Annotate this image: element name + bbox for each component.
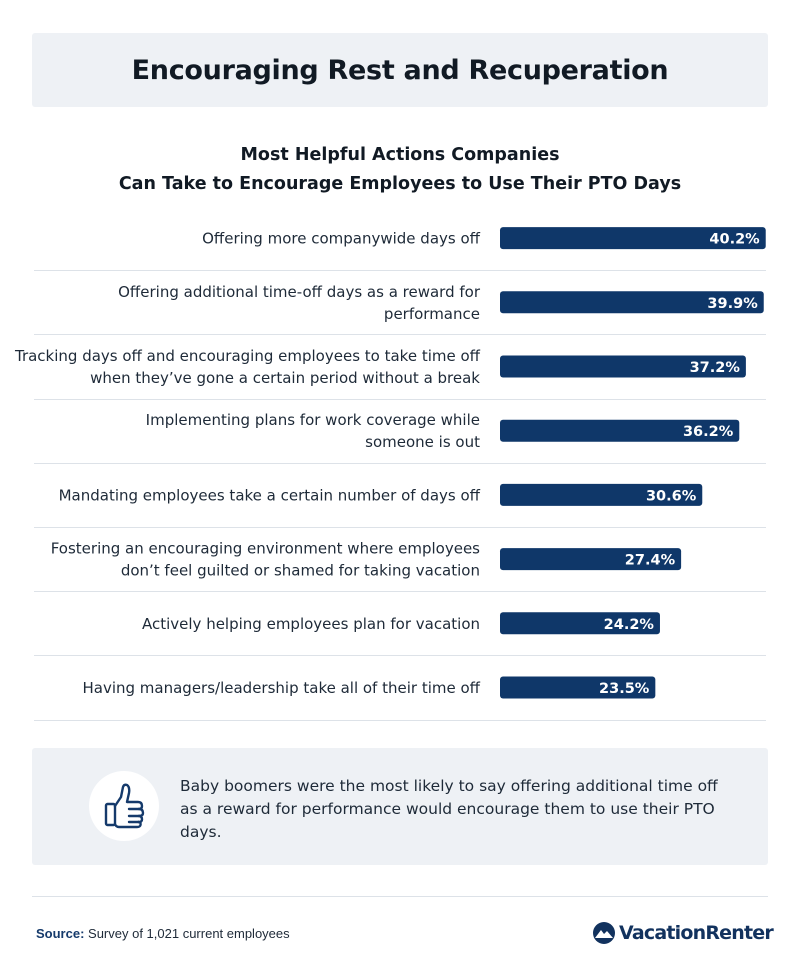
bar — [500, 227, 766, 250]
callout-box: Baby boomers were the most likely to say… — [32, 748, 768, 865]
bar-row: Offering more companywide days off 40.2% — [34, 227, 766, 271]
value-label: 30.6% — [646, 488, 697, 504]
bar — [500, 483, 703, 506]
callout-text: Baby boomers were the most likely to say… — [180, 777, 718, 841]
category-label: Fostering an encouraging environment whe… — [51, 540, 480, 558]
bar-row: Mandating employees take a certain numbe… — [34, 483, 766, 528]
bar — [500, 419, 740, 442]
page-title: Encouraging Rest and Recuperation — [131, 54, 669, 86]
category-label: Offering more companywide days off — [202, 230, 481, 248]
thumbs-up-badge — [89, 771, 159, 841]
value-label: 40.2% — [709, 232, 760, 248]
bar-row: Having managers/leadership take all of t… — [34, 676, 766, 721]
category-label: when they’ve gone a certain period witho… — [90, 369, 480, 387]
bar-row: Implementing plans for work coverage whi… — [34, 411, 766, 464]
category-label: Offering additional time-off days as a r… — [118, 283, 481, 301]
value-label: 37.2% — [690, 360, 741, 376]
footer-divider — [32, 896, 768, 897]
header-banner: Encouraging Rest and Recuperation — [32, 33, 768, 107]
chart-title-line-2: Can Take to Encourage Employees to Use T… — [118, 174, 682, 194]
mountain-logo-icon — [593, 922, 615, 944]
bar-row: Fostering an encouraging environment whe… — [34, 540, 766, 592]
bar — [500, 291, 764, 314]
category-label: Tracking days off and encouraging employ… — [14, 347, 481, 365]
value-label: 23.5% — [599, 681, 650, 697]
bar — [500, 355, 746, 378]
bar-row: Tracking days off and encouraging employ… — [14, 347, 766, 400]
value-label: 24.2% — [604, 617, 655, 633]
category-label: don’t feel guilted or shamed for taking … — [121, 562, 480, 580]
brand-name: VacationRenter — [619, 922, 774, 944]
brand-logo: VacationRenter — [592, 919, 774, 947]
category-label: performance — [384, 305, 480, 323]
value-label: 27.4% — [625, 553, 676, 569]
category-label: Having managers/leadership take all of t… — [82, 679, 480, 697]
bar-row: Offering additional time-off days as a r… — [34, 283, 766, 335]
thumbs-up-icon — [104, 783, 145, 829]
value-label: 39.9% — [707, 296, 758, 312]
bar — [500, 612, 660, 635]
category-label: someone is out — [365, 433, 480, 451]
chart-title-line-1: Most Helpful Actions Companies — [240, 145, 560, 165]
bar-row: Actively helping employees plan for vaca… — [34, 612, 766, 656]
bar — [500, 676, 656, 699]
source-label: Source: — [36, 926, 85, 941]
source-note: Source: Survey of 1,021 current employee… — [36, 926, 290, 941]
category-label: Implementing plans for work coverage whi… — [146, 411, 480, 429]
chart-title: Most Helpful Actions Companies Can Take … — [0, 141, 800, 199]
category-label: Mandating employees take a certain numbe… — [59, 486, 481, 504]
bar — [500, 548, 682, 571]
category-label: Actively helping employees plan for vaca… — [142, 615, 480, 633]
source-text: Survey of 1,021 current employees — [88, 926, 290, 941]
value-label: 36.2% — [683, 424, 734, 440]
